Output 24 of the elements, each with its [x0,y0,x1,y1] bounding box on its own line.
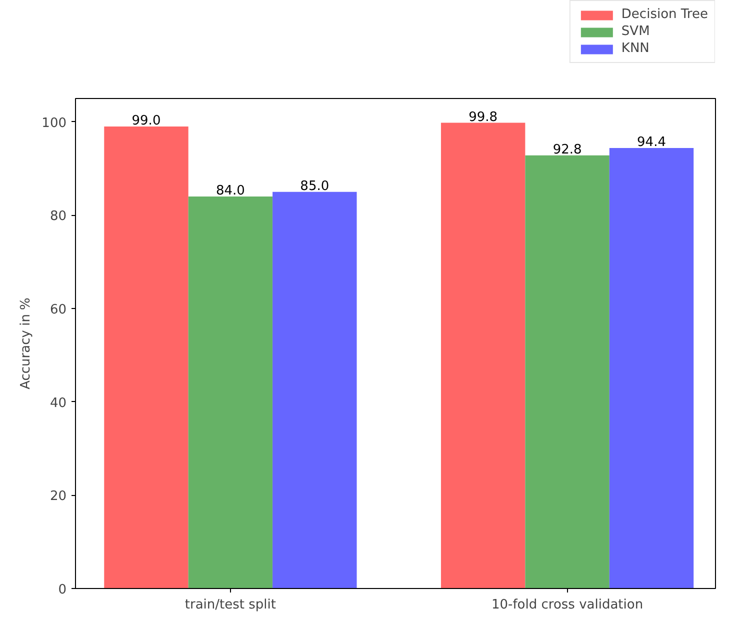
legend-label: Decision Tree [621,7,708,22]
bar [188,196,273,588]
data-label: 92.8 [552,142,582,158]
legend-label: SVM [621,24,650,39]
legend-label: KNN [621,41,650,56]
data-label: 94.4 [637,134,666,150]
y-tick-label: 40 [50,396,67,411]
y-tick-label: 60 [50,302,67,318]
y-axis-title: Accuracy in % [18,298,34,390]
data-label: 99.8 [468,110,498,125]
x-tick-label: 10-fold cross validation [491,598,644,612]
bar [272,192,357,588]
y-tick-label: 20 [50,489,67,504]
bar [609,148,694,588]
y-tick-label: 0 [58,582,67,598]
data-label: 85.0 [300,178,330,194]
data-label: 84.0 [216,184,245,198]
data-label: 99.0 [132,114,161,128]
bar [104,126,188,588]
y-tick-label: 80 [50,209,67,224]
x-tick-label: train/test split [184,598,276,612]
y-tick-label: 100 [42,116,67,131]
bar [440,122,526,588]
bar [525,155,610,588]
